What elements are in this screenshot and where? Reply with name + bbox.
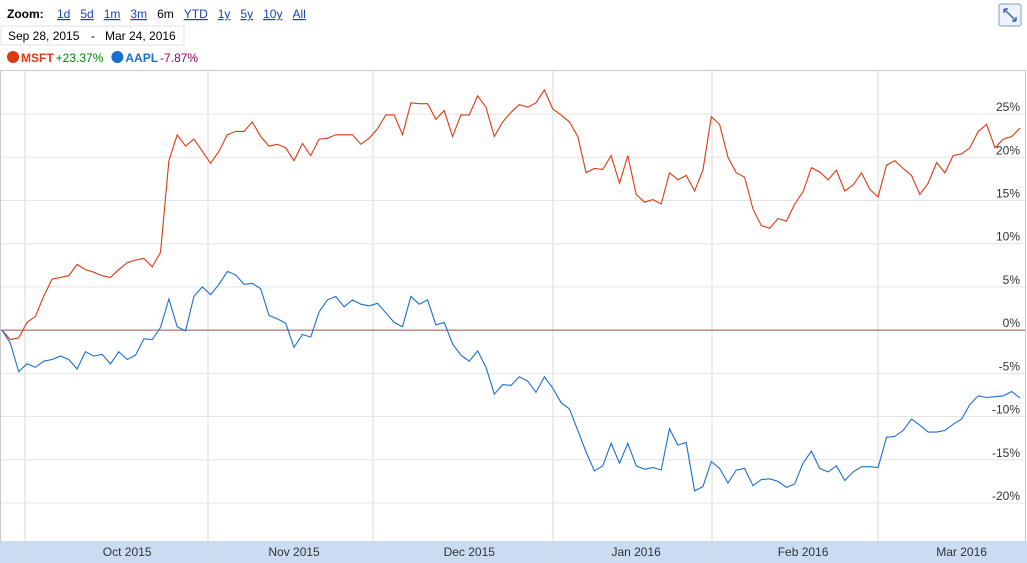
y-tick-label: 0%: [1003, 316, 1021, 330]
legend-name: AAPL: [125, 51, 158, 65]
zoom-option[interactable]: 5d: [80, 7, 93, 21]
x-tick-label: Oct 2015: [103, 545, 152, 559]
x-axis-band: [0, 541, 1027, 563]
y-tick-label: 5%: [1003, 273, 1021, 287]
y-tick-label: -5%: [999, 359, 1021, 373]
zoom-options: 1d 5d 1m 3m 6m YTD 1y 5y 10y All: [57, 7, 306, 21]
legend-change: +23.37%: [56, 51, 104, 65]
zoom-option[interactable]: 5y: [240, 7, 253, 21]
y-tick-label: 25%: [996, 100, 1020, 114]
zoom-option[interactable]: 10y: [263, 7, 282, 21]
y-tick-label: -20%: [992, 489, 1020, 503]
zoom-option-active: 6m: [157, 7, 174, 21]
zoom-option[interactable]: 3m: [130, 7, 147, 21]
zoom-option[interactable]: All: [292, 7, 305, 21]
zoom-label: Zoom:: [7, 7, 44, 21]
x-tick-label: Dec 2015: [444, 545, 496, 559]
date-end[interactable]: Mar 24, 2016: [105, 29, 176, 43]
legend-name: MSFT: [21, 51, 54, 65]
zoom-option[interactable]: 1y: [218, 7, 231, 21]
x-tick-label: Mar 2016: [936, 545, 987, 559]
x-tick-label: Feb 2016: [778, 545, 829, 559]
legend-change: -7.87%: [160, 51, 198, 65]
zoom-option[interactable]: YTD: [184, 7, 208, 21]
x-tick-label: Nov 2015: [268, 545, 320, 559]
fullscreen-button[interactable]: [998, 3, 1022, 27]
plot-frame: [0, 70, 1026, 542]
plot-area: -20% -15% -10% -5% 0% 5% 10% 15% 20% 25% Oct 2015 N…: [1, 70, 1025, 563]
legend-dot: [7, 51, 19, 63]
date-start[interactable]: Sep 28, 2015: [8, 29, 80, 43]
date-separator: -: [91, 29, 95, 43]
legend: MSFT +23.37% AAPL -7.87%: [7, 51, 198, 65]
date-range-box: [0, 25, 185, 46]
y-tick-label: 20%: [996, 143, 1020, 157]
series-line: [1, 88, 1021, 341]
y-tick-label: -15%: [992, 446, 1020, 460]
y-tick-label: 15%: [996, 186, 1020, 200]
fullscreen-icon[interactable]: [1003, 8, 1017, 22]
x-tick-label: Jan 2016: [611, 545, 661, 559]
legend-dot: [111, 51, 124, 63]
y-tick-label: -10%: [992, 403, 1020, 417]
zoom-option[interactable]: 1d: [57, 7, 70, 21]
zoom-option[interactable]: 1m: [104, 7, 121, 21]
y-tick-label: 10%: [996, 230, 1020, 244]
series-line: [1, 270, 1021, 492]
